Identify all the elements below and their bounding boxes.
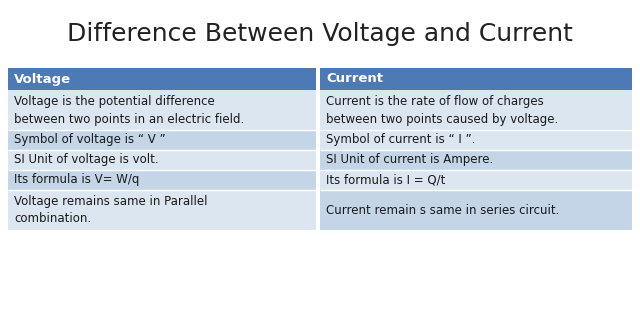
Text: Current remain s same in series circuit.: Current remain s same in series circuit. xyxy=(326,204,559,217)
Text: Current: Current xyxy=(326,73,383,86)
Bar xyxy=(320,130,632,150)
Bar xyxy=(320,190,632,230)
Text: Symbol of voltage is “ V ”: Symbol of voltage is “ V ” xyxy=(14,133,166,146)
Bar xyxy=(320,150,632,170)
Bar xyxy=(8,190,316,230)
Bar xyxy=(8,130,316,150)
Text: Voltage is the potential difference
between two points in an electric field.: Voltage is the potential difference betw… xyxy=(14,95,244,125)
Bar xyxy=(320,68,632,90)
Text: Difference Between Voltage and Current: Difference Between Voltage and Current xyxy=(67,22,573,46)
Text: SI Unit of voltage is volt.: SI Unit of voltage is volt. xyxy=(14,154,159,167)
Text: Voltage remains same in Parallel
combination.: Voltage remains same in Parallel combina… xyxy=(14,194,207,226)
Text: Symbol of current is “ I ”.: Symbol of current is “ I ”. xyxy=(326,133,476,146)
Bar xyxy=(8,150,316,170)
Bar xyxy=(320,90,632,130)
Text: SI Unit of current is Ampere.: SI Unit of current is Ampere. xyxy=(326,154,493,167)
Text: Current is the rate of flow of charges
between two points caused by voltage.: Current is the rate of flow of charges b… xyxy=(326,95,558,125)
Bar xyxy=(8,90,316,130)
Text: Voltage: Voltage xyxy=(14,73,71,86)
Bar xyxy=(320,170,632,190)
Bar xyxy=(8,68,316,90)
Bar xyxy=(8,170,316,190)
Text: Its formula is V= W/q: Its formula is V= W/q xyxy=(14,173,140,187)
Text: Its formula is I = Q/t: Its formula is I = Q/t xyxy=(326,173,445,187)
